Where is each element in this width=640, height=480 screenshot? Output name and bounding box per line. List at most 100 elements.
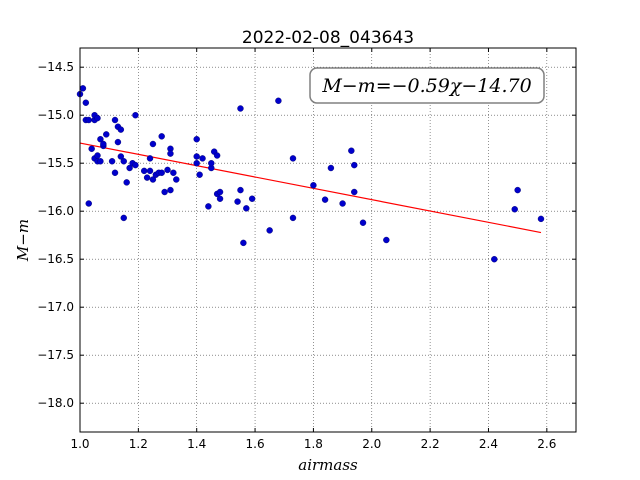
- data-point: [108, 158, 116, 165]
- data-point: [491, 256, 498, 263]
- data-point: [85, 116, 92, 124]
- data-point: [94, 152, 101, 159]
- annotation-box: [309, 67, 545, 104]
- data-point: [126, 164, 133, 172]
- x-tick-label: 1.2: [129, 437, 148, 451]
- data-point: [173, 176, 180, 183]
- axis-ticks: 1.0 1.2 1.4 1.6 1.8 2.0 2.2 2.4 2.6 −14.5 −15.0 −15…: [37, 48, 576, 451]
- data-point: [120, 158, 127, 165]
- plot-frame: [79, 47, 577, 433]
- data-point: [149, 176, 157, 183]
- data-point: [146, 155, 154, 162]
- x-tick-label: 1.6: [246, 437, 265, 451]
- data-point: [111, 116, 119, 124]
- data-point: [266, 227, 273, 234]
- data-point: [132, 161, 139, 169]
- x-tick-label: 1.4: [187, 437, 206, 451]
- data-point: [348, 147, 355, 154]
- data-point: [310, 182, 317, 189]
- data-point: [327, 164, 335, 172]
- y-tick-label: −15.0: [37, 108, 74, 122]
- x-axis-label: airmass: [298, 456, 358, 474]
- data-point: [161, 188, 168, 196]
- data-point: [85, 200, 92, 207]
- data-point: [114, 138, 122, 146]
- data-point: [234, 198, 241, 205]
- x-tick-label: 1.0: [70, 437, 89, 451]
- data-point: [120, 214, 127, 222]
- fit-line-group: [79, 142, 542, 234]
- data-point: [275, 97, 282, 105]
- x-tick-label: 2.0: [362, 437, 381, 451]
- data-point: [170, 169, 177, 177]
- data-point: [359, 219, 367, 226]
- y-tick-label: −16.5: [37, 252, 74, 266]
- y-tick-label: −18.0: [37, 396, 74, 410]
- x-tick-label: 1.8: [304, 437, 323, 451]
- y-tick-label: −17.5: [37, 348, 74, 362]
- data-point: [537, 215, 545, 223]
- data-point: [213, 152, 221, 159]
- data-point: [339, 200, 346, 207]
- data-point: [193, 135, 200, 143]
- data-point: [237, 105, 244, 112]
- data-point: [97, 135, 104, 143]
- data-point: [167, 186, 174, 194]
- data-point: [79, 85, 87, 92]
- data-point: [143, 174, 151, 181]
- y-axis-label: M−m: [14, 219, 32, 262]
- data-point: [123, 179, 130, 186]
- data-point: [111, 169, 119, 177]
- data-point: [94, 114, 101, 122]
- data-point: [208, 159, 215, 167]
- data-point: [289, 155, 297, 162]
- data-point: [193, 159, 200, 167]
- data-point: [196, 171, 203, 178]
- data-point: [158, 169, 165, 177]
- data-point: [240, 239, 247, 247]
- data-point: [158, 133, 165, 140]
- data-point: [383, 236, 390, 244]
- data-point: [199, 155, 206, 162]
- data-point: [117, 153, 125, 160]
- data-point: [97, 158, 104, 165]
- data-point: [82, 99, 90, 106]
- data-point: [237, 186, 244, 194]
- fit-line: [79, 142, 542, 234]
- x-tick-label: 2.6: [537, 437, 556, 451]
- data-point: [243, 205, 250, 212]
- y-tick-label: −16.0: [37, 204, 74, 218]
- data-point: [216, 195, 224, 202]
- data-point: [146, 167, 154, 175]
- data-point: [511, 206, 518, 213]
- data-point: [351, 161, 358, 169]
- data-point: [248, 195, 256, 202]
- data-point: [167, 150, 174, 157]
- fit-annotation: M−m=−0.59χ−14.70: [309, 67, 545, 104]
- data-point: [193, 153, 200, 160]
- x-tick-label: 2.2: [421, 437, 440, 451]
- data-point: [88, 145, 95, 153]
- chart-title: 2022-02-08_043643: [242, 28, 414, 48]
- data-point: [103, 131, 110, 138]
- data-point: [321, 196, 329, 203]
- x-tick-label: 2.4: [479, 437, 498, 451]
- data-point: [351, 188, 358, 196]
- data-points: [76, 85, 545, 263]
- y-tick-label: −17.0: [37, 300, 74, 314]
- data-point: [100, 140, 107, 148]
- fit-equation: M−m=−0.59χ−14.70: [321, 75, 531, 97]
- data-point: [140, 167, 148, 175]
- data-point: [132, 111, 139, 119]
- data-point: [117, 126, 125, 133]
- data-point: [289, 214, 297, 222]
- data-point: [164, 166, 171, 174]
- data-point: [149, 140, 157, 148]
- y-tick-label: −14.5: [37, 60, 74, 74]
- data-point: [205, 203, 212, 210]
- data-point: [216, 188, 224, 196]
- y-tick-label: −15.5: [37, 156, 74, 170]
- data-point: [514, 186, 521, 194]
